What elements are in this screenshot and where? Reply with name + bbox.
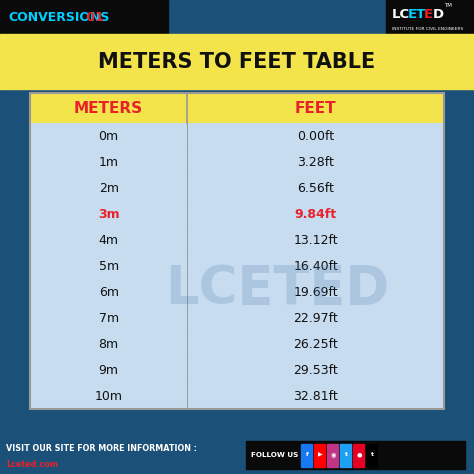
Text: f: f — [306, 453, 309, 457]
Text: 29.53ft: 29.53ft — [293, 364, 338, 376]
Text: FOLLOW US ON: FOLLOW US ON — [252, 452, 313, 458]
Text: LCETED: LCETED — [165, 263, 389, 315]
Text: ◉: ◉ — [330, 453, 336, 457]
Bar — [30, 201, 444, 227]
Text: METERS: METERS — [74, 100, 143, 116]
Text: 3.28ft: 3.28ft — [297, 155, 334, 168]
Text: 26.25ft: 26.25ft — [293, 337, 338, 350]
Text: 0m: 0m — [99, 129, 118, 143]
Text: 6.56ft: 6.56ft — [297, 182, 334, 194]
Text: 13.12ft: 13.12ft — [293, 234, 338, 246]
Text: D: D — [433, 8, 444, 20]
Text: LC: LC — [392, 8, 410, 20]
Bar — [30, 279, 444, 305]
Text: 32.81ft: 32.81ft — [293, 390, 338, 402]
Bar — [314, 444, 326, 467]
Bar — [30, 357, 444, 383]
Bar — [366, 444, 377, 467]
Text: 5m: 5m — [99, 259, 118, 273]
Text: 8m: 8m — [99, 337, 118, 350]
Bar — [340, 444, 352, 467]
Bar — [30, 175, 444, 201]
Text: 01: 01 — [82, 10, 104, 24]
Text: 3m: 3m — [98, 208, 119, 220]
Text: 1m: 1m — [99, 155, 118, 168]
Bar — [30, 227, 444, 253]
Text: 4m: 4m — [99, 234, 118, 246]
Text: 0.00ft: 0.00ft — [297, 129, 334, 143]
Bar — [30, 305, 444, 331]
Text: 7m: 7m — [99, 311, 118, 325]
Bar — [354, 444, 365, 467]
Bar — [30, 253, 444, 279]
Text: 9.84ft: 9.84ft — [295, 208, 337, 220]
Text: FEET: FEET — [295, 100, 337, 116]
Bar — [30, 93, 444, 123]
Text: ET: ET — [408, 8, 426, 20]
Text: 6m: 6m — [99, 285, 118, 299]
Text: TM: TM — [444, 2, 452, 8]
Bar — [386, 0, 474, 34]
Bar — [30, 331, 444, 357]
Bar — [0, 0, 168, 34]
Text: 22.97ft: 22.97ft — [293, 311, 338, 325]
Text: E: E — [424, 8, 433, 20]
Bar — [328, 444, 338, 467]
Bar — [0, 34, 474, 89]
Text: VISIT OUR SITE FOR MORE INFORMATION :: VISIT OUR SITE FOR MORE INFORMATION : — [6, 444, 197, 453]
Text: Lceted.com: Lceted.com — [6, 460, 58, 469]
Text: 9m: 9m — [99, 364, 118, 376]
Text: t: t — [345, 453, 347, 457]
Text: CONVERSIONS: CONVERSIONS — [8, 10, 109, 24]
Bar — [30, 149, 444, 175]
Text: METERS TO FEET TABLE: METERS TO FEET TABLE — [99, 52, 375, 72]
Text: ▶: ▶ — [318, 453, 322, 457]
Bar — [30, 123, 444, 149]
Bar — [30, 93, 444, 409]
Text: INSTITUTE FOR CIVIL ENGINEERS: INSTITUTE FOR CIVIL ENGINEERS — [392, 27, 463, 31]
Bar — [30, 383, 444, 409]
Text: 10m: 10m — [95, 390, 123, 402]
Text: 2m: 2m — [99, 182, 118, 194]
Text: 19.69ft: 19.69ft — [293, 285, 338, 299]
Text: t: t — [371, 453, 374, 457]
Text: ●: ● — [356, 453, 362, 457]
Bar — [301, 444, 312, 467]
Bar — [0, 436, 474, 474]
Bar — [246, 440, 465, 469]
Text: 16.40ft: 16.40ft — [293, 259, 338, 273]
